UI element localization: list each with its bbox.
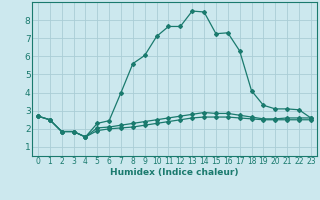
X-axis label: Humidex (Indice chaleur): Humidex (Indice chaleur) — [110, 168, 239, 177]
